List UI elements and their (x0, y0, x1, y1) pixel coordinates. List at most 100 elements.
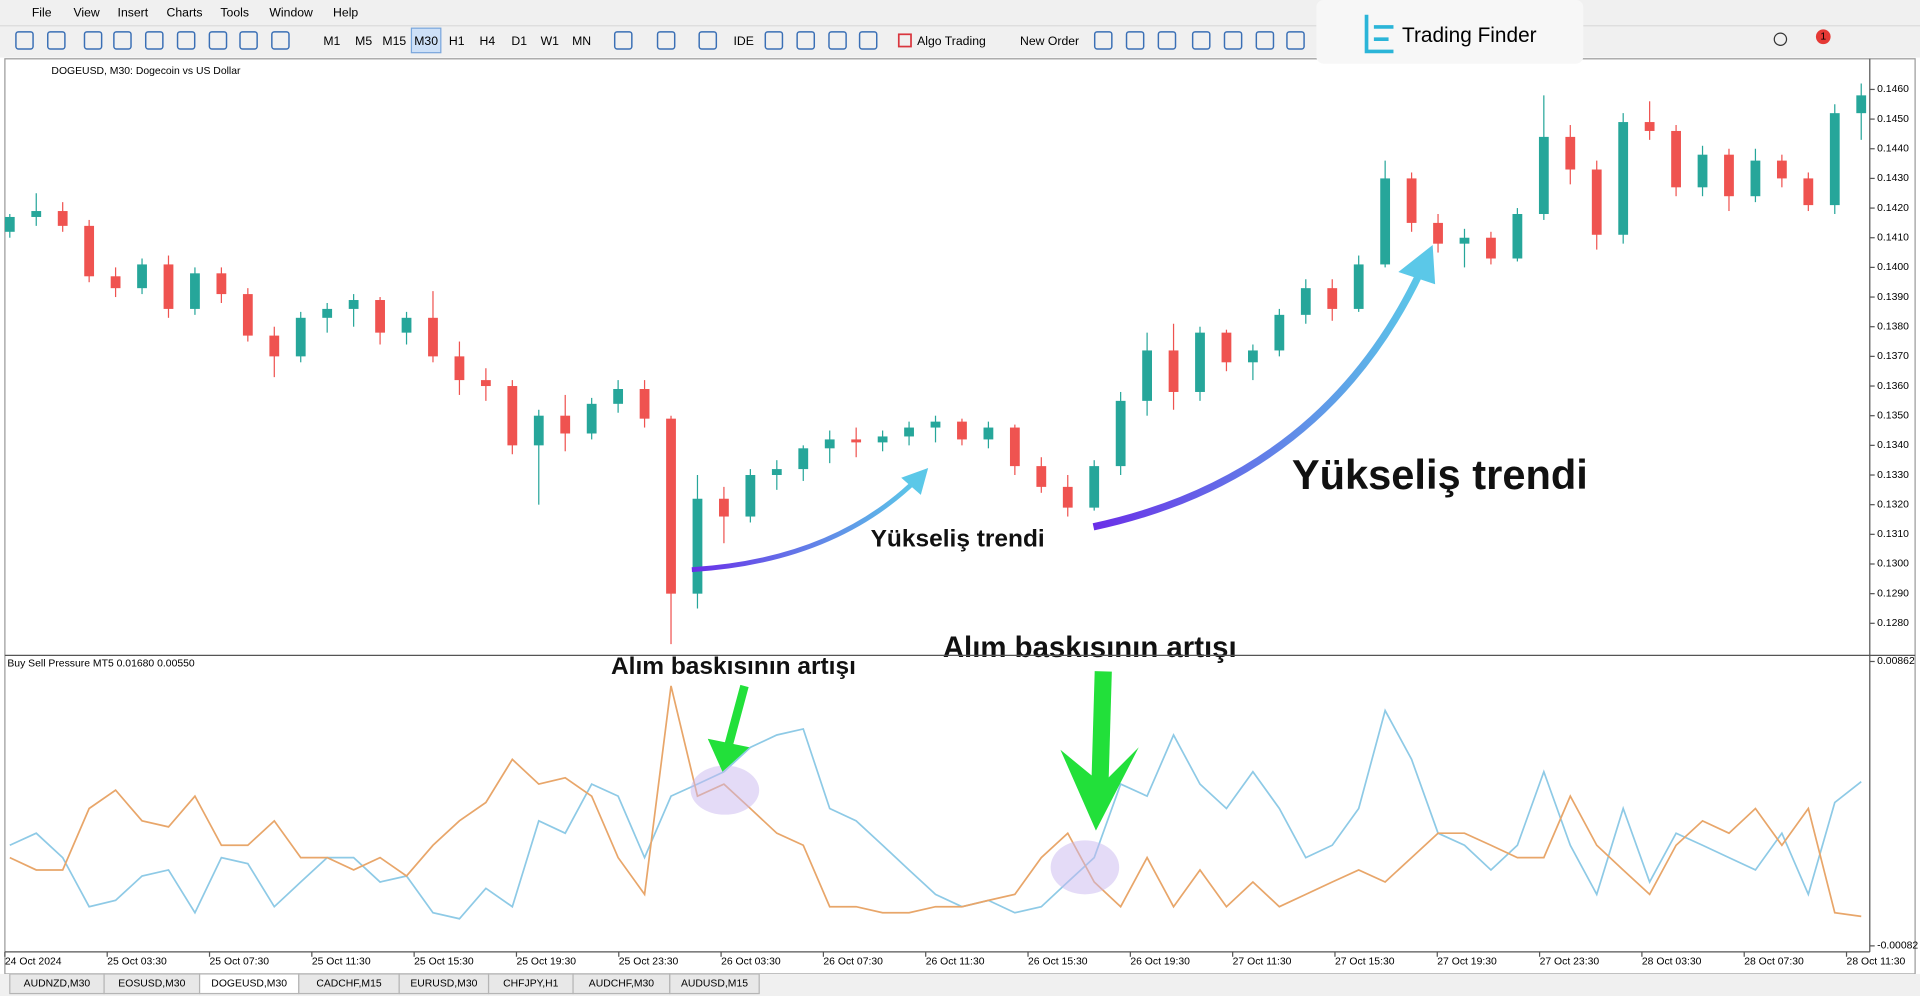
timeframe-button[interactable]: H1 (449, 34, 465, 48)
menu-item[interactable]: File (32, 6, 52, 20)
x-tick-label: 25 Oct 11:30 (312, 956, 371, 967)
menu-item[interactable]: Help (333, 6, 358, 20)
menu-item[interactable]: Charts (167, 6, 203, 20)
toolbar-icon[interactable] (858, 31, 878, 50)
timeframe-button[interactable]: H4 (480, 34, 496, 48)
tab-label[interactable]: CHFJPY,H1 (503, 978, 559, 989)
tab-label[interactable]: CADCHF,M15 (316, 978, 382, 989)
candle-body (1697, 154, 1708, 188)
candle-body (560, 415, 571, 434)
new-order-button[interactable]: New Order (1020, 34, 1079, 48)
candle-body (1353, 264, 1364, 309)
indicator-line (9, 708, 1862, 920)
candle-body (4, 216, 15, 232)
y-tick-label: 0.1380 (1877, 321, 1909, 332)
candle-body (719, 498, 729, 517)
tab-label[interactable]: AUDNZD,M30 (24, 978, 91, 989)
menu-item[interactable]: Tools (220, 6, 249, 20)
green-arrow (1091, 671, 1112, 797)
candle-body (1486, 237, 1496, 259)
toolbar-icon[interactable] (239, 31, 258, 50)
timeframe-button[interactable]: M15 (382, 34, 406, 48)
toolbar-icon[interactable] (796, 31, 816, 50)
candle-body (375, 300, 385, 333)
toolbar-icon[interactable] (1191, 31, 1211, 50)
chart-title: DOGEUSD, M30: Dogecoin vs US Dollar (51, 66, 241, 77)
candle-body (1195, 332, 1205, 392)
menu-item[interactable]: Window (269, 6, 313, 20)
y-tick-label: -0.00082 (1877, 941, 1918, 952)
candle-body (1724, 154, 1734, 197)
y-tick-label: 0.1410 (1877, 232, 1909, 243)
timeframe-button[interactable]: D1 (511, 34, 527, 48)
toolbar-icon[interactable] (1286, 31, 1305, 50)
green-arrow (723, 684, 749, 751)
toolbar-icon[interactable] (1093, 31, 1113, 50)
arrow-head (901, 467, 929, 495)
timeframe-button[interactable]: MN (572, 34, 591, 48)
y-tick-label: 0.1460 (1877, 84, 1909, 95)
toolbar-icon[interactable] (1255, 31, 1275, 50)
toolbar-icon[interactable] (15, 31, 34, 50)
toolbar-icon[interactable] (113, 31, 132, 50)
tab-label[interactable]: EOSUSD,M30 (118, 978, 185, 989)
search-icon[interactable] (1773, 32, 1788, 46)
arrow-head (1060, 747, 1139, 831)
candle-body (1168, 350, 1179, 392)
candle-body (692, 498, 703, 594)
indicator-line (9, 685, 1862, 918)
candle-body (666, 418, 676, 594)
candle-body (242, 294, 253, 336)
timeframe-button[interactable]: M1 (323, 34, 340, 48)
logo-stroke (1364, 14, 1394, 54)
toolbar-icon[interactable] (1223, 31, 1243, 50)
candle-body (454, 356, 465, 381)
x-tick-label: 28 Oct 07:30 (1744, 956, 1804, 967)
toolbar-icon[interactable] (1125, 31, 1145, 50)
toolbar-icon[interactable] (208, 31, 228, 50)
toolbar-icon[interactable] (176, 31, 196, 50)
toolbar-icon[interactable] (1157, 31, 1177, 50)
menu-item[interactable]: View (73, 6, 99, 20)
tab-label[interactable]: AUDCHF,M30 (589, 978, 655, 989)
tab-label[interactable]: AUDUSD,M15 (681, 978, 748, 989)
y-tick-label: 0.1390 (1877, 292, 1909, 303)
candle-body (84, 225, 95, 277)
toolbar-icon[interactable] (656, 31, 676, 50)
ide-button[interactable]: IDE (733, 34, 753, 48)
toolbar-icon[interactable] (698, 31, 718, 50)
logo-icon (1364, 14, 1394, 54)
tab[interactable] (669, 973, 760, 995)
algo-trading-button[interactable]: Algo Trading (917, 34, 986, 48)
annotation: Alım baskısının artışı (611, 653, 856, 680)
timeframe-button[interactable]: M30 (414, 34, 438, 48)
algo-icon[interactable] (897, 33, 912, 48)
tab-label[interactable]: DOGEUSD,M30 (211, 978, 287, 989)
candle-body (428, 317, 438, 357)
timeframe-button[interactable]: W1 (541, 34, 560, 48)
y-tick-label: 0.1440 (1877, 144, 1909, 155)
toolbar-icon[interactable] (47, 31, 66, 50)
candle-body (904, 427, 914, 437)
candle-body (269, 335, 280, 357)
x-tick-label: 25 Oct 23:30 (619, 956, 679, 967)
candle-body (57, 211, 68, 226)
candle-body (1089, 466, 1100, 508)
tab-label[interactable]: EURUSD,M30 (410, 978, 477, 989)
x-tick-label: 26 Oct 19:30 (1130, 956, 1190, 967)
menu-item[interactable]: Insert (118, 6, 149, 20)
x-tick-label: 26 Oct 15:30 (1028, 956, 1088, 967)
toolbar-icon[interactable] (83, 31, 103, 50)
toolbar-icon[interactable] (613, 31, 633, 50)
toolbar-icon[interactable] (828, 31, 847, 50)
candle-body (31, 211, 42, 217)
toolbar-icon[interactable] (144, 31, 164, 50)
toolbar-icon[interactable] (764, 31, 784, 50)
timeframe-button[interactable]: M5 (355, 34, 372, 48)
candle-body (322, 308, 333, 318)
candle-body (1565, 136, 1576, 170)
toolbar-icon[interactable] (271, 31, 290, 50)
highlight (690, 765, 760, 815)
